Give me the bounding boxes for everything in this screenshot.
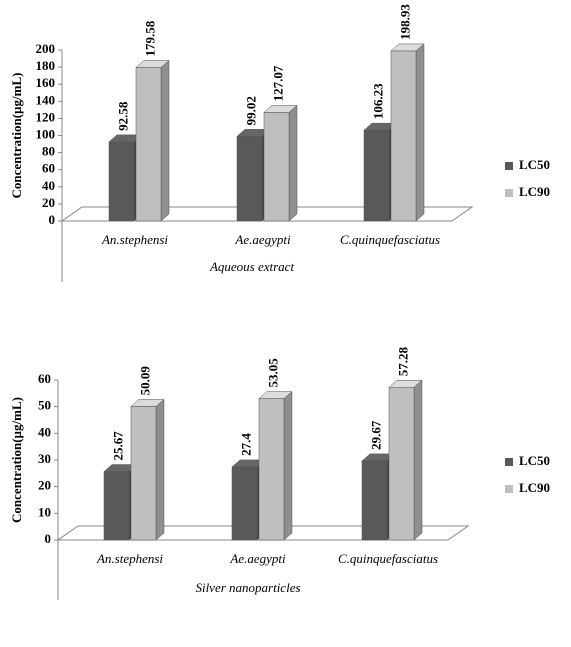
value-label: 179.58	[142, 20, 157, 56]
bar-side	[415, 43, 425, 222]
bar-side	[283, 390, 293, 541]
x-tick-label: An.stephensi	[96, 551, 163, 566]
y-tick-label: 50	[38, 398, 51, 413]
y-axis-title: Concentration(µg/mL)	[9, 397, 24, 523]
bar-top	[263, 105, 298, 113]
bar-top	[135, 60, 170, 68]
legend-label: LC90	[519, 480, 550, 495]
value-label: 53.05	[265, 358, 280, 388]
legend-label: LC50	[519, 157, 550, 172]
bar-side	[413, 379, 423, 541]
bar-face	[390, 50, 417, 222]
value-label: 57.28	[395, 347, 410, 377]
x-axis-title: Silver nanoparticles	[195, 580, 300, 595]
value-label: 92.58	[115, 101, 130, 131]
bar-side	[288, 104, 298, 222]
y-tick-label: 30	[38, 451, 51, 466]
legend-swatch	[505, 485, 513, 493]
bar-face	[236, 136, 263, 222]
value-label: 127.07	[270, 65, 285, 101]
bar	[263, 104, 298, 222]
y-tick-label: 160	[36, 75, 56, 90]
legend-label: LC50	[519, 453, 550, 468]
bar	[258, 390, 293, 541]
bar-face	[231, 466, 258, 541]
value-label: 25.67	[110, 431, 125, 461]
bar-face	[130, 406, 157, 541]
bar	[135, 59, 170, 222]
bar-face	[361, 460, 388, 541]
bar-side	[155, 398, 165, 541]
bar-face	[103, 471, 130, 541]
bar-top	[258, 391, 293, 399]
bar-face	[108, 141, 135, 222]
y-tick-label: 10	[38, 504, 51, 519]
y-tick-label: 180	[36, 58, 56, 73]
x-tick-label: An.stephensi	[101, 232, 168, 247]
x-tick-label: Ae.aegypti	[234, 232, 291, 247]
y-tick-label: 140	[36, 92, 56, 107]
y-tick-label: 80	[42, 144, 55, 159]
value-label: 27.4	[238, 433, 253, 456]
y-tick-label: 120	[36, 109, 56, 124]
bar-side	[160, 59, 170, 222]
x-axis-title: Aqueous extract	[209, 259, 295, 274]
bar-face	[363, 129, 390, 222]
value-label: 106.23	[370, 83, 385, 119]
bar	[130, 398, 165, 541]
y-tick-label: 0	[49, 212, 56, 227]
legend-label: LC90	[519, 184, 550, 199]
legend-swatch	[505, 162, 513, 170]
bar-face	[388, 387, 415, 541]
y-tick-label: 40	[42, 178, 55, 193]
y-axis-title: Concentration(µg/mL)	[9, 73, 24, 199]
bar	[388, 379, 423, 541]
y-tick-label: 20	[38, 478, 51, 493]
x-tick-label: C.quinquefasciatus	[340, 232, 440, 247]
legend-swatch	[505, 189, 513, 197]
y-tick-label: 60	[38, 371, 51, 386]
bar-top	[388, 380, 423, 388]
value-label: 29.67	[368, 420, 383, 450]
y-tick-label: 100	[36, 126, 56, 141]
y-tick-label: 60	[42, 161, 55, 176]
bar-face	[135, 67, 162, 222]
bar-top	[130, 399, 165, 407]
x-tick-label: Ae.aegypti	[229, 551, 286, 566]
y-tick-label: 40	[38, 424, 51, 439]
value-label: 50.09	[137, 366, 152, 396]
bar-face	[263, 112, 290, 222]
legend-swatch	[505, 458, 513, 466]
bar	[390, 43, 425, 222]
bar-face	[258, 398, 285, 541]
y-tick-label: 0	[45, 531, 52, 546]
value-label: 99.02	[243, 96, 258, 125]
y-tick-label: 20	[42, 195, 55, 210]
value-label: 198.93	[397, 4, 412, 40]
bar-top	[390, 43, 425, 52]
x-tick-label: C.quinquefasciatus	[338, 551, 438, 566]
y-tick-label: 200	[36, 41, 56, 56]
